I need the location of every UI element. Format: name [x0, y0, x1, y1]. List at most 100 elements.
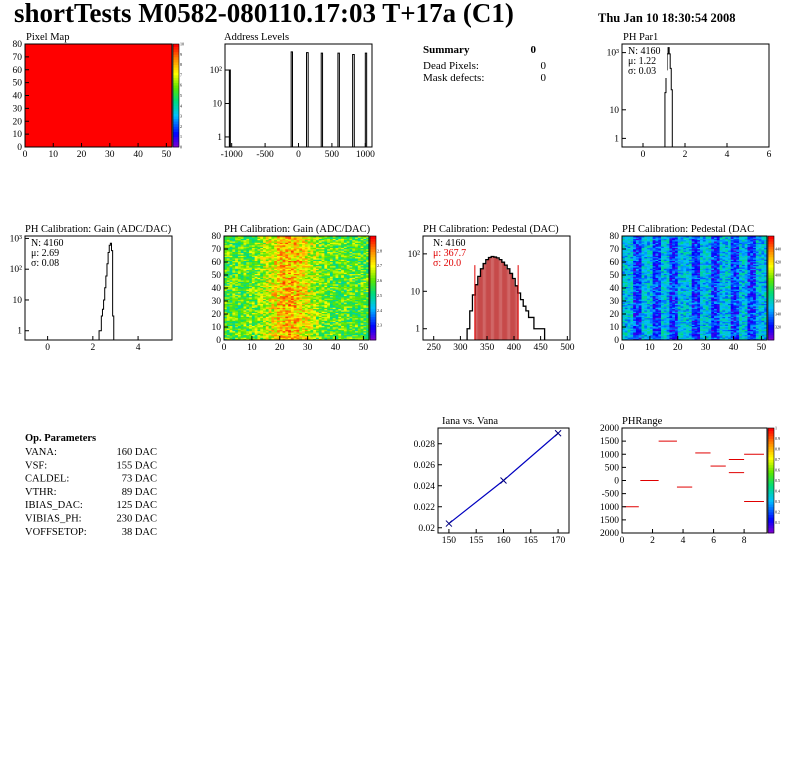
colorbar-cell [370, 329, 376, 333]
heatmap-cell [260, 324, 264, 326]
heatmap-cell [257, 329, 261, 332]
heatmap-cell [271, 288, 275, 290]
heatmap-cell [279, 297, 283, 299]
heatmap-cell [254, 327, 258, 329]
stats-mean: μ: 1.22 [628, 56, 656, 67]
heatmap-cell [237, 290, 242, 293]
heatmap-cell [282, 334, 286, 337]
heatmap-cell [251, 297, 255, 299]
heatmap-cell [232, 304, 236, 307]
heatmap-cell [271, 246, 275, 248]
heatmap-cell [237, 243, 242, 246]
heatmap-cell [313, 273, 317, 276]
heatmap-cell [285, 319, 289, 321]
heatmap-cell [288, 280, 292, 282]
colorbar-cell [370, 280, 376, 284]
heatmap-cell [285, 281, 289, 284]
heatmap-cell [285, 262, 289, 264]
heatmap-cell [251, 325, 255, 328]
heatmap-cell [293, 332, 297, 334]
heatmap-cell [224, 267, 228, 269]
heatmap-cell [290, 332, 295, 334]
heatmap-cell [243, 263, 247, 265]
heatmap-cell [260, 275, 264, 277]
heatmap-cell [237, 272, 242, 274]
heatmap-cell [310, 302, 314, 304]
heatmap-cell [271, 259, 275, 261]
heatmap-cell [224, 315, 228, 317]
heatmap-cell [224, 295, 228, 298]
heatmap-cell [313, 303, 317, 306]
x-tick-label: 0 [222, 343, 227, 353]
heatmap-cell [257, 238, 261, 241]
heatmap-cell [310, 238, 314, 241]
heatmap-cell [296, 336, 300, 338]
heatmap-cell [265, 247, 269, 250]
heatmap-cell [265, 333, 269, 336]
heatmap-cell [316, 330, 320, 333]
heatmap-cell [249, 238, 253, 241]
heatmap-cell [296, 315, 300, 317]
stats-sigma: σ: 0.08 [31, 258, 59, 269]
heatmap-cell [232, 327, 236, 329]
heatmap-cell [307, 281, 311, 284]
heatmap-cell [293, 242, 297, 245]
heatmap-cell [307, 271, 311, 273]
heatmap-cell [288, 298, 292, 300]
heatmap-cell [316, 314, 320, 316]
heatmap-cell [235, 316, 239, 319]
heatmap-cell [224, 308, 228, 311]
heatmap-cell [235, 267, 239, 269]
heatmap-cell [232, 285, 236, 287]
heatmap-cell [235, 252, 239, 255]
heatmap-cell [249, 337, 253, 339]
colorbar-label: 1 [180, 134, 182, 139]
heatmap-cell [224, 242, 228, 245]
heatmap-cell [226, 250, 230, 252]
heatmap-cell [299, 276, 303, 278]
heatmap-cell [254, 334, 258, 337]
heatmap-cell [302, 273, 306, 276]
heatmap-cell [254, 263, 258, 265]
heatmap-cell [276, 319, 281, 321]
heatmap-cell [296, 250, 300, 252]
histogram [664, 47, 673, 147]
heatmap-cell [274, 295, 278, 298]
heatmap-cell [274, 299, 278, 302]
heatmap-cell [310, 303, 314, 306]
heatmap-cell [274, 306, 278, 308]
heatmap-cell [240, 336, 244, 338]
heatmap-cell [237, 328, 242, 330]
heatmap-cell [296, 268, 300, 271]
heatmap-cell [299, 285, 303, 287]
heatmap-cell [240, 317, 244, 320]
heatmap-cell [302, 281, 306, 284]
heatmap-cell [296, 301, 300, 303]
heatmap-cell [229, 323, 233, 325]
colorbar-cell [370, 298, 376, 302]
heatmap-cell [313, 285, 317, 287]
heatmap-cell [232, 293, 236, 295]
heatmap-cell [260, 294, 264, 297]
heatmap-cell [224, 290, 228, 293]
heatmap-cell [237, 238, 242, 241]
heatmap-cell [226, 306, 230, 308]
heatmap-cell [235, 269, 239, 272]
heatmap-cell [229, 314, 233, 316]
heatmap-cell [299, 306, 303, 308]
colorbar-cell [370, 290, 376, 294]
heatmap-cell [240, 264, 244, 267]
heatmap-cell [285, 264, 289, 267]
heatmap-cell [235, 284, 239, 286]
heatmap-cell [282, 328, 286, 330]
heatmap-cell [274, 302, 278, 304]
heatmap-cell [304, 299, 308, 302]
heatmap-cell [268, 301, 272, 303]
heatmap-cell [313, 293, 317, 295]
heatmap-cell [235, 289, 239, 291]
heatmap-cell [271, 251, 275, 254]
heatmap-cell [307, 291, 311, 294]
heatmap-cell [249, 251, 253, 254]
heatmap-cell [299, 280, 303, 282]
